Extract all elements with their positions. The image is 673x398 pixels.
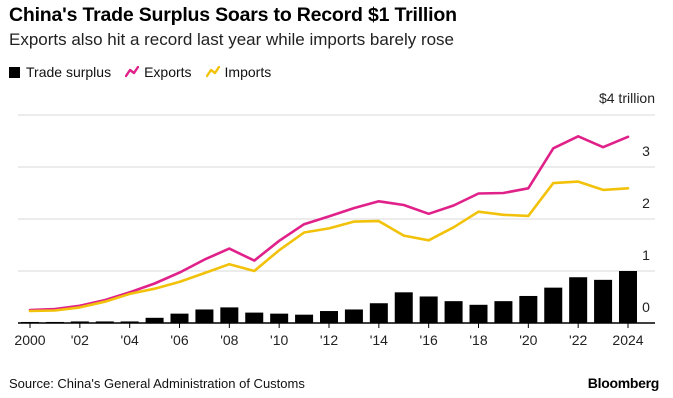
bar-trade-surplus-2013: [344, 309, 363, 323]
bar-trade-surplus-2017: [444, 301, 463, 323]
x-tick-label-2018: '18: [469, 332, 487, 348]
bar-trade-surplus-2008: [220, 307, 239, 323]
x-tick-label-2008: '08: [220, 332, 238, 348]
chart-subtitle: Exports also hit a record last year whil…: [9, 30, 455, 49]
bar-trade-surplus-2016: [419, 296, 438, 323]
x-tick-label-2000: 2000: [14, 332, 45, 348]
bar-trade-surplus-2010: [270, 313, 289, 323]
bar-trade-surplus-2007: [195, 309, 214, 323]
bar-trade-surplus-2023: [594, 279, 613, 323]
bloomberg-logo: Bloomberg: [587, 375, 660, 391]
y-tick-label-4: $4 trillion: [599, 90, 655, 106]
x-tick-label-2022: '22: [569, 332, 587, 348]
bar-trade-surplus-2003: [95, 321, 114, 323]
bar-trade-surplus-2002: [70, 321, 89, 323]
legend-label-exports: Exports: [144, 64, 192, 80]
bar-trade-surplus-2004: [120, 321, 139, 323]
legend-item-imports: Imports: [205, 64, 272, 80]
x-tick-label-2024: 2024: [612, 332, 643, 348]
x-tick-label-2010: '10: [270, 332, 288, 348]
bar-trade-surplus-2021: [544, 287, 563, 323]
x-tick-label-2014: '14: [370, 332, 388, 348]
x-tick-label-2020: '20: [519, 332, 537, 348]
x-tick-label-2004: '04: [121, 332, 139, 348]
legend-label-trade-surplus: Trade surplus: [26, 64, 112, 80]
legend-swatch-trade-surplus: [9, 66, 20, 78]
bar-trade-surplus-2012: [320, 311, 338, 323]
y-tick-label-3: 3: [642, 143, 650, 159]
y-tick-label-2: 2: [642, 195, 650, 211]
legend-swatch-exports: [125, 66, 140, 78]
line-exports: [28, 135, 630, 312]
y-tick-label-1: 1: [642, 247, 650, 263]
source-note: Source: China's General Administration o…: [9, 376, 305, 391]
legend-item-exports: Exports: [125, 64, 192, 80]
legend: Trade surplus Exports Imports: [9, 64, 285, 80]
bar-trade-surplus-2024: [619, 271, 637, 323]
bar-trade-surplus-2015: [394, 292, 413, 323]
x-tick-label-2016: '16: [420, 332, 438, 348]
y-tick-label-0: 0: [642, 299, 650, 315]
bar-trade-surplus-2018: [469, 304, 488, 323]
bar-trade-surplus-2022: [569, 277, 588, 323]
chart-title: China's Trade Surplus Soars to Record $1…: [9, 4, 457, 26]
bar-trade-surplus-2005: [145, 317, 164, 323]
legend-item-trade-surplus: Trade surplus: [9, 64, 111, 80]
bar-trade-surplus-2014: [369, 303, 388, 323]
bar-trade-surplus-2011: [295, 314, 314, 323]
bar-trade-surplus-2006: [170, 313, 189, 323]
legend-label-imports: Imports: [224, 64, 272, 80]
x-tick-label-2006: '06: [170, 332, 188, 348]
bar-trade-surplus-2009: [245, 312, 264, 323]
x-tick-label-2012: '12: [320, 332, 338, 348]
x-tick-label-2002: '02: [71, 332, 89, 348]
line-imports: [28, 180, 630, 313]
bar-trade-surplus-2020: [519, 295, 538, 323]
legend-swatch-imports: [205, 66, 220, 78]
bar-trade-surplus-2019: [494, 301, 513, 323]
